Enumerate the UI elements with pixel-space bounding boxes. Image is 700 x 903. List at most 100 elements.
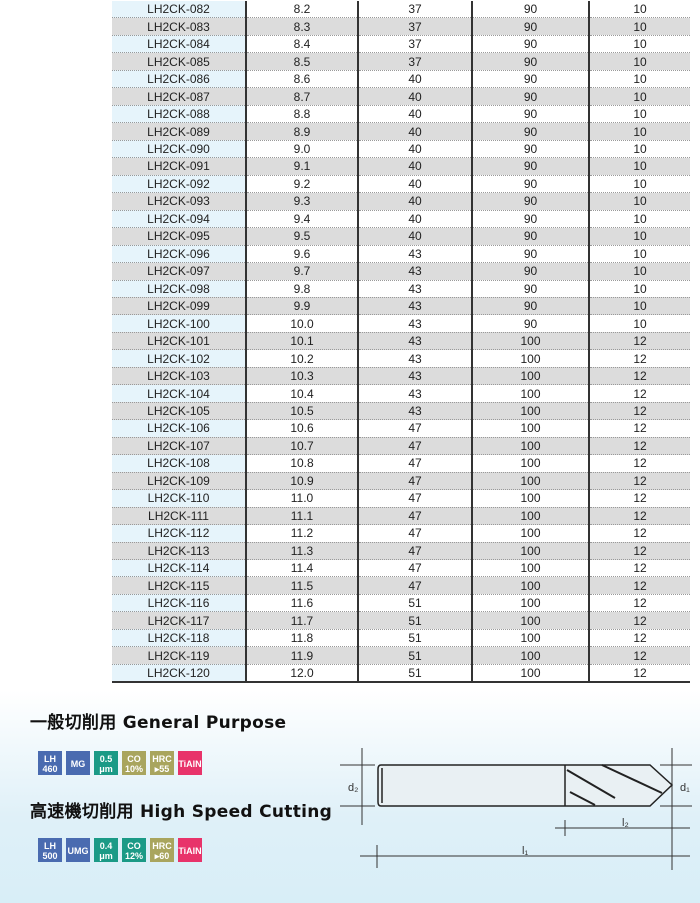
item-code: LH2CK-103 (112, 367, 246, 386)
d1-cell: 10.0 (245, 314, 358, 333)
l1-cell: 100 (471, 576, 589, 595)
table-row: LH2CK-085 8.5 37 90 10 (112, 52, 690, 71)
d1-cell: 8.8 (245, 105, 358, 124)
l1-cell: 90 (471, 122, 589, 141)
spec-badge: CO 10% (122, 751, 146, 775)
item-code: LH2CK-099 (112, 297, 246, 316)
d1-cell: 10.6 (245, 419, 358, 438)
item-code: LH2CK-113 (112, 542, 246, 561)
item-code: LH2CK-082 (112, 1, 246, 19)
l1-cell: 100 (471, 611, 589, 630)
d2-cell: 10 (588, 262, 690, 281)
item-code: LH2CK-098 (112, 280, 246, 298)
l1-cell: 100 (471, 384, 589, 403)
d1-cell: 11.2 (245, 524, 358, 543)
l2-cell: 43 (357, 384, 472, 403)
d2-cell: 12 (588, 576, 690, 595)
l1-cell: 100 (471, 559, 589, 578)
item-code: LH2CK-120 (112, 664, 246, 684)
l2-cell: 47 (357, 472, 472, 491)
general-badges: LH 460 MG 0.5 μm CO 10% HRC ▸55 TiAlN (38, 751, 202, 775)
item-code: LH2CK-090 (112, 140, 246, 159)
table-row: LH2CK-117 11.7 51 100 12 (112, 611, 690, 630)
d2-cell: 12 (588, 367, 690, 386)
l1-cell: 100 (471, 507, 589, 526)
l1-cell: 100 (471, 332, 589, 351)
table-row: LH2CK-094 9.4 40 90 10 (112, 210, 690, 229)
l2-cell: 47 (357, 454, 472, 473)
item-code: LH2CK-085 (112, 52, 246, 71)
table-row: LH2CK-089 8.9 40 90 10 (112, 122, 690, 141)
l1-cell: 100 (471, 472, 589, 491)
table-row: LH2CK-091 9.1 40 90 10 (112, 157, 690, 176)
item-code: LH2CK-107 (112, 437, 246, 456)
item-code: LH2CK-095 (112, 227, 246, 246)
item-code: LH2CK-119 (112, 646, 246, 665)
d1-cell: 9.5 (245, 227, 358, 246)
table-row: LH2CK-113 11.3 47 100 12 (112, 542, 690, 561)
d1-cell: 8.9 (245, 122, 358, 141)
d1-cell: 10.5 (245, 402, 358, 421)
d1-cell: 9.3 (245, 192, 358, 211)
table-row: LH2CK-119 11.9 51 100 12 (112, 646, 690, 665)
table-row: LH2CK-109 10.9 47 100 12 (112, 472, 690, 491)
d1-cell: 9.9 (245, 297, 358, 316)
item-code: LH2CK-116 (112, 594, 246, 613)
d1-cell: 9.6 (245, 245, 358, 264)
d1-cell: 11.7 (245, 611, 358, 630)
d1-cell: 12.0 (245, 664, 358, 684)
l1-cell: 90 (471, 280, 589, 298)
item-code: LH2CK-115 (112, 576, 246, 595)
d2-cell: 10 (588, 105, 690, 124)
table-row: LH2CK-095 9.5 40 90 10 (112, 227, 690, 246)
l2-cell: 43 (357, 314, 472, 333)
d2-cell: 12 (588, 437, 690, 456)
d2-cell: 12 (588, 542, 690, 561)
table-row: LH2CK-097 9.7 43 90 10 (112, 262, 690, 281)
d2-label: d₂ (348, 782, 358, 794)
table-row: LH2CK-093 9.3 40 90 10 (112, 192, 690, 211)
spec-badge: LH 500 (38, 838, 62, 862)
item-code: LH2CK-097 (112, 262, 246, 281)
l2-cell: 47 (357, 542, 472, 561)
table-row: LH2CK-101 10.1 43 100 12 (112, 332, 690, 351)
l2-cell: 51 (357, 594, 472, 613)
l2-cell: 37 (357, 17, 472, 36)
l1-cell: 90 (471, 70, 589, 89)
item-code: LH2CK-100 (112, 314, 246, 333)
spec-badge: 0.5 μm (94, 751, 118, 775)
d2-cell: 12 (588, 454, 690, 473)
item-code: LH2CK-087 (112, 87, 246, 106)
d1-cell: 8.3 (245, 17, 358, 36)
l1-cell: 90 (471, 245, 589, 264)
item-code: LH2CK-101 (112, 332, 246, 351)
l1-cell: 100 (471, 629, 589, 648)
d1-label: d₁ (680, 782, 690, 794)
d2-cell: 12 (588, 332, 690, 351)
l2-cell: 47 (357, 437, 472, 456)
table-row: LH2CK-116 11.6 51 100 12 (112, 594, 690, 613)
l2-cell: 51 (357, 646, 472, 665)
d2-cell: 12 (588, 629, 690, 648)
table-row: LH2CK-096 9.6 43 90 10 (112, 245, 690, 264)
l2-cell: 47 (357, 524, 472, 543)
table-row: LH2CK-120 12.0 51 100 12 (112, 664, 690, 684)
d2-cell: 10 (588, 245, 690, 264)
table-row: LH2CK-088 8.8 40 90 10 (112, 105, 690, 124)
d2-cell: 12 (588, 664, 690, 684)
item-code: LH2CK-093 (112, 192, 246, 211)
l1-cell: 90 (471, 140, 589, 159)
product-table: LH2CK-082 8.2 37 90 10 LH2CK-083 8.3 37 90 10 LH2C… (112, 1, 690, 684)
l2-cell: 43 (357, 245, 472, 264)
l1-cell: 90 (471, 87, 589, 106)
d2-cell: 12 (588, 472, 690, 491)
l2-cell: 40 (357, 70, 472, 89)
l1-cell: 90 (471, 17, 589, 36)
l2-cell: 37 (357, 35, 472, 54)
item-code: LH2CK-104 (112, 384, 246, 403)
l2-cell: 37 (357, 1, 472, 19)
d1-cell: 10.4 (245, 384, 358, 403)
l1-cell: 90 (471, 35, 589, 54)
l2-cell: 51 (357, 629, 472, 648)
table-row: LH2CK-118 11.8 51 100 12 (112, 629, 690, 648)
